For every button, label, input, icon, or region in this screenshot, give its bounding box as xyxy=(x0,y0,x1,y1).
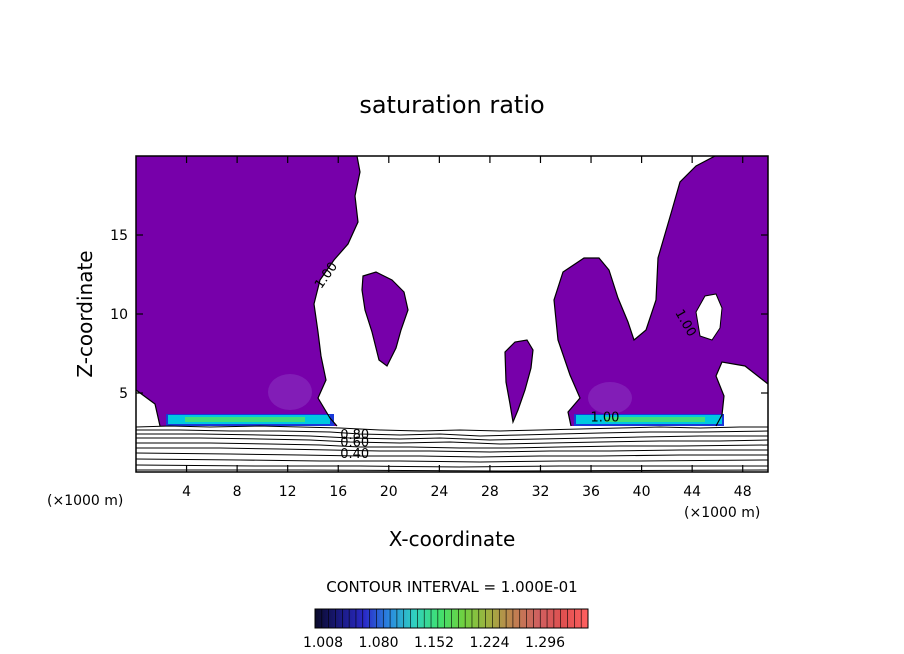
supersaturated-region-right xyxy=(554,156,768,426)
colorbar-label: 1.152 xyxy=(414,635,454,651)
plot-area xyxy=(136,156,768,472)
colorbar-label: 1.224 xyxy=(469,635,509,651)
supersaturated-blob-1 xyxy=(362,272,408,366)
x-tick-label: 20 xyxy=(380,484,398,500)
x-tick-label: 4 xyxy=(182,484,191,500)
x-axis-ticks: 4 8 12 16 20 24 28 32 36 40 44 48 xyxy=(182,156,752,500)
contour-1-left-base xyxy=(136,389,161,427)
supersaturated-region-left xyxy=(136,156,360,426)
chart-title: saturation ratio xyxy=(359,91,544,119)
light-patch-right xyxy=(588,382,632,414)
contour-label: 0.80 xyxy=(340,428,369,443)
contour-label: 0.60 xyxy=(340,436,369,451)
y-axis-ticks: 5 10 15 xyxy=(110,228,768,402)
contour-label: 1.00 xyxy=(590,410,619,425)
light-patch-left xyxy=(268,374,312,410)
colorbar-label: 1.008 xyxy=(303,635,343,651)
cloud-base-band-right-green xyxy=(605,417,705,422)
x-axis-unit: (×1000 m) xyxy=(684,505,760,521)
x-tick-label: 16 xyxy=(329,484,347,500)
contour-1-left xyxy=(313,156,361,427)
y-tick-label: 10 xyxy=(110,307,128,323)
x-tick-label: 24 xyxy=(430,484,448,500)
y-tick-label: 5 xyxy=(119,386,128,402)
x-axis-label: X-coordinate xyxy=(389,527,516,551)
unsaturated-hole xyxy=(695,293,723,341)
x-tick-label: 12 xyxy=(279,484,297,500)
colorbar-label: 1.080 xyxy=(358,635,398,651)
contour-1-right xyxy=(553,156,716,427)
contour-1-blob-2 xyxy=(504,339,534,425)
colorbar-labels: 1.008 1.080 1.152 1.224 1.296 xyxy=(303,635,565,651)
contour-label: 0.40 xyxy=(340,447,369,462)
cloud-base-band-left-green xyxy=(185,417,305,422)
x-tick-label: 28 xyxy=(481,484,499,500)
y-axis-unit: (×1000 m) xyxy=(47,493,123,509)
supersaturated-blob-2 xyxy=(505,340,533,422)
contour-1-right-base xyxy=(715,361,768,427)
x-tick-label: 8 xyxy=(233,484,242,500)
x-tick-label: 40 xyxy=(633,484,651,500)
x-tick-label: 36 xyxy=(582,484,600,500)
x-tick-label: 44 xyxy=(683,484,701,500)
y-axis-label: Z-coordinate xyxy=(73,250,97,377)
x-tick-label: 32 xyxy=(532,484,550,500)
x-tick-label: 48 xyxy=(734,484,752,500)
contour-interval-text: CONTOUR INTERVAL = 1.000E-01 xyxy=(326,578,577,596)
colorbar-label: 1.296 xyxy=(525,635,565,651)
contour-1-blob-1 xyxy=(361,271,409,367)
colorbar xyxy=(314,608,589,629)
low-level-contours xyxy=(136,425,768,472)
y-tick-label: 15 xyxy=(110,228,128,244)
